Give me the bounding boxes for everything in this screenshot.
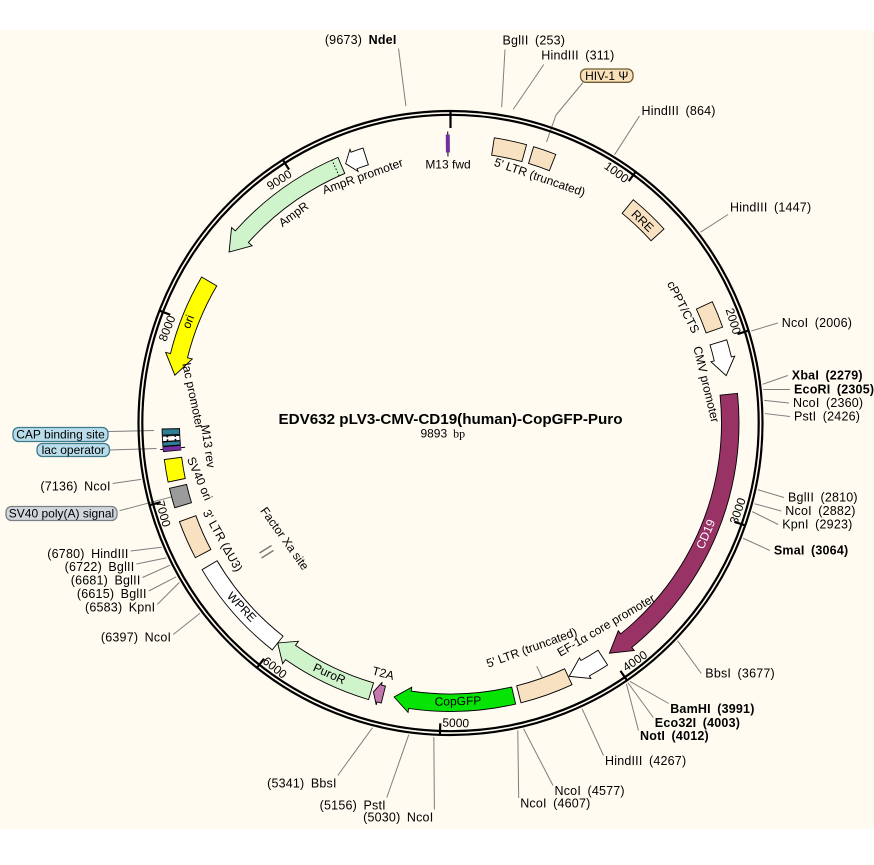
svg-text:BamHI (3991): BamHI (3991) <box>670 702 754 716</box>
svg-text:(6615) BglII: (6615) BglII <box>77 587 147 601</box>
svg-text:NcoI (2360): NcoI (2360) <box>793 396 863 410</box>
svg-text:(6681) BglII: (6681) BglII <box>71 574 141 588</box>
svg-text:(5341) BbsI: (5341) BbsI <box>267 777 337 791</box>
svg-text:CopGFP: CopGFP <box>434 694 481 709</box>
svg-text:Eco32I (4003): Eco32I (4003) <box>655 716 740 730</box>
svg-text:(6397) NcoI: (6397) NcoI <box>101 631 171 645</box>
svg-text:PstI (2426): PstI (2426) <box>794 410 860 424</box>
svg-text:M13 fwd: M13 fwd <box>425 158 470 172</box>
svg-text:(7136) NcoI: (7136) NcoI <box>40 480 110 494</box>
svg-text:KpnI (2923): KpnI (2923) <box>782 518 852 532</box>
svg-text:NcoI (2006): NcoI (2006) <box>782 316 852 330</box>
svg-text:NcoI (2882): NcoI (2882) <box>785 504 855 518</box>
svg-text:BbsI (3677): BbsI (3677) <box>705 667 775 681</box>
svg-text:XbaI (2279): XbaI (2279) <box>792 369 863 383</box>
svg-text:EDV632 pLV3-CMV-CD19(human)-Co: EDV632 pLV3-CMV-CD19(human)-CopGFP-Puro <box>279 411 623 428</box>
svg-text:NotI (4012): NotI (4012) <box>640 729 709 743</box>
svg-text:EcoRI (2305): EcoRI (2305) <box>794 383 874 397</box>
svg-text:NcoI (4607): NcoI (4607) <box>520 797 590 811</box>
svg-text:5000: 5000 <box>442 716 469 731</box>
svg-text:BglII (253): BglII (253) <box>503 34 566 48</box>
svg-text:CAP binding site: CAP binding site <box>16 428 105 442</box>
svg-text:HindIII (4267): HindIII (4267) <box>605 754 686 768</box>
svg-text:(6780) HindIII: (6780) HindIII <box>47 547 128 561</box>
svg-text:HindIII (864): HindIII (864) <box>642 104 716 118</box>
svg-text:BglII (2810): BglII (2810) <box>788 491 858 505</box>
svg-text:9893 bp: 9893 bp <box>420 427 465 441</box>
svg-text:(6583) KpnI: (6583) KpnI <box>85 601 155 615</box>
svg-text:(5030) NcoI: (5030) NcoI <box>363 811 433 825</box>
svg-text:HIV-1 Ψ: HIV-1 Ψ <box>585 69 628 83</box>
svg-text:lac operator: lac operator <box>42 443 105 457</box>
svg-text:SV40 poly(A) signal: SV40 poly(A) signal <box>9 507 114 521</box>
svg-text:(6722) BglII: (6722) BglII <box>65 560 135 574</box>
svg-text:HindIII (311): HindIII (311) <box>541 49 614 63</box>
svg-text:(9673) NdeI: (9673) NdeI <box>325 33 397 47</box>
svg-text:SmaI (3064): SmaI (3064) <box>774 544 848 558</box>
svg-text:HindIII (1447): HindIII (1447) <box>730 201 811 215</box>
